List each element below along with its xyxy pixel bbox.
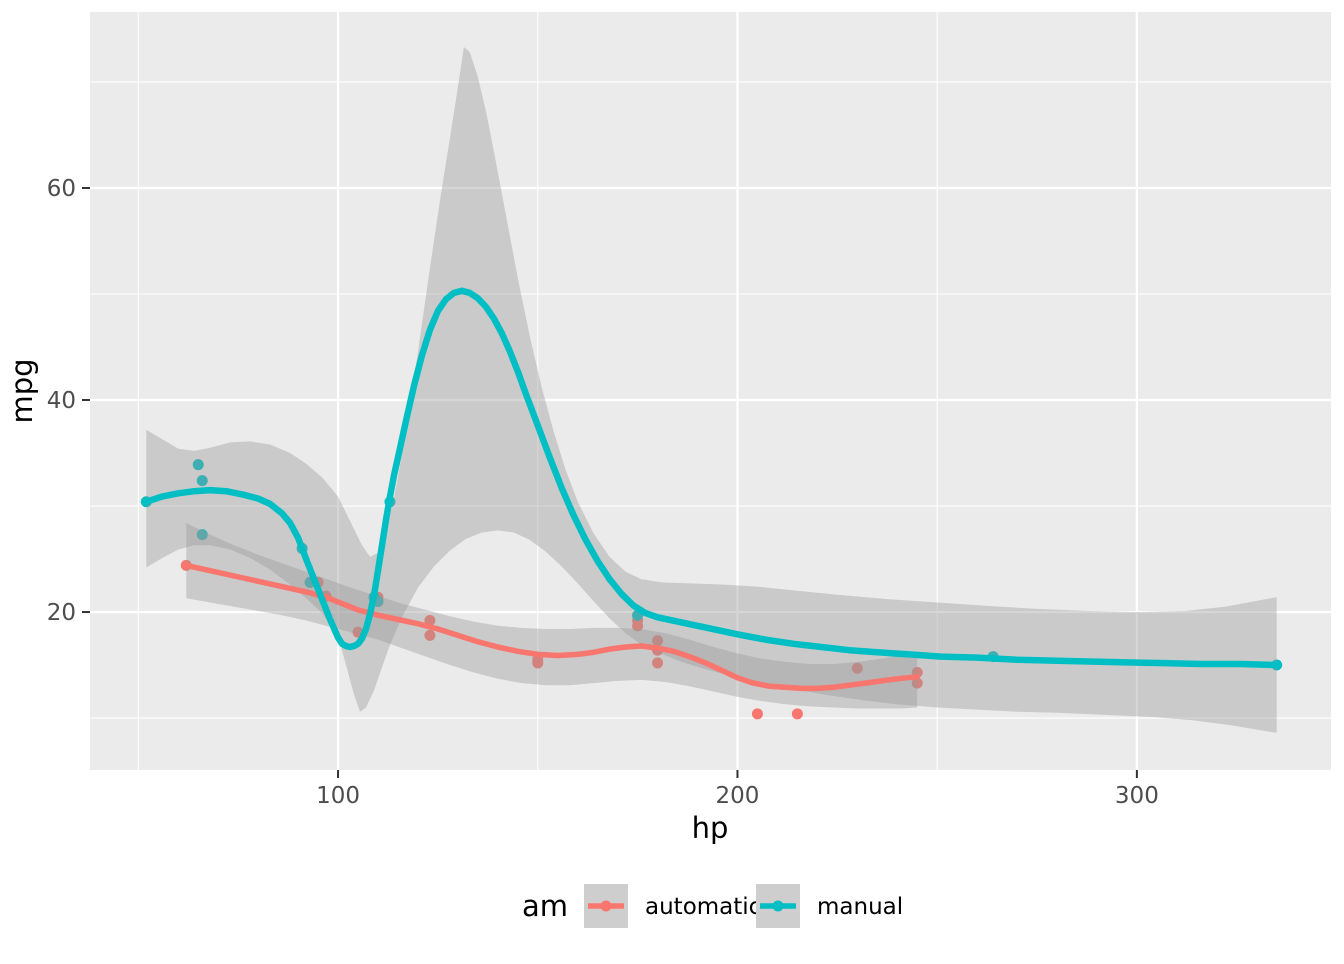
x-tick-label: 100: [316, 783, 360, 809]
data-point-manual: [196, 475, 208, 487]
confidence-ribbon-automatic: [186, 523, 918, 709]
y-tick-label: 40: [47, 388, 76, 414]
data-point-automatic: [532, 657, 544, 669]
data-point-automatic: [424, 615, 436, 627]
data-point-automatic: [652, 635, 664, 647]
data-point-automatic: [851, 662, 863, 674]
data-point-manual: [192, 459, 204, 471]
legend-entry-manual: manual: [756, 884, 903, 928]
gridlines-minor: [90, 12, 1331, 770]
smooth-lines-layer: [143, 287, 1280, 692]
legend-point-automatic: [600, 900, 612, 912]
confidence-ribbon-manual: [146, 47, 1277, 733]
y-tick-label: 60: [47, 176, 76, 202]
x-axis-title: hp: [692, 811, 729, 845]
smooth-line-automatic: [183, 562, 920, 692]
plot-panel: 100 200 300 20 40 60: [47, 12, 1331, 809]
axis-ticks: 100 200 300 20 40 60: [47, 176, 1159, 809]
data-point-automatic: [791, 708, 803, 720]
data-point-manual: [196, 529, 208, 541]
smooth-line-manual: [143, 287, 1280, 669]
legend: am automatic manual: [522, 884, 903, 928]
x-tick-label: 300: [1115, 783, 1159, 809]
legend-title: am: [522, 889, 568, 923]
data-layers: [140, 47, 1283, 733]
data-point-automatic: [911, 677, 923, 689]
legend-point-manual: [772, 900, 784, 912]
panel-background: [90, 12, 1331, 770]
data-point-automatic: [652, 657, 664, 669]
ribbons-layer: [146, 47, 1277, 733]
y-tick-label: 20: [47, 600, 76, 626]
data-point-automatic: [424, 629, 436, 641]
x-tick-label: 200: [716, 783, 760, 809]
legend-label-manual: manual: [817, 894, 903, 920]
gridlines-major: [90, 12, 1331, 770]
y-axis-title: mpg: [5, 358, 39, 423]
legend-entry-automatic: automatic: [584, 884, 761, 928]
data-point-automatic: [751, 708, 763, 720]
legend-label-automatic: automatic: [645, 894, 761, 920]
